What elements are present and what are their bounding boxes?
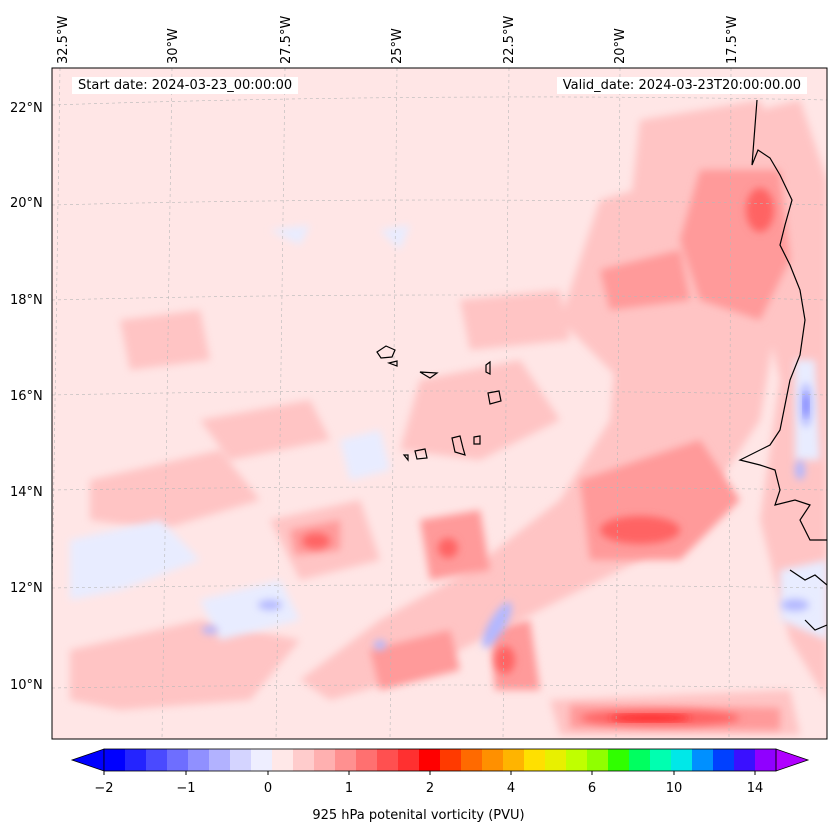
- colorbar-segments: [104, 749, 777, 771]
- field-light-red-regions: [70, 100, 827, 735]
- lon-label: 32.5°W: [56, 16, 71, 64]
- colorbar-tick-labels: −2 −1 0 1 2 4 6 10 14: [94, 781, 763, 796]
- field-strong-red-regions: [302, 188, 774, 726]
- colorbar-segment: [713, 749, 735, 771]
- colorbar-segment: [356, 749, 378, 771]
- valid-date-label: Valid_date: 2024-03-23T20:00:00.00: [556, 77, 807, 94]
- colorbar-segment: [209, 749, 231, 771]
- colorbar-segment: [524, 749, 546, 771]
- colorbar-segment: [104, 749, 126, 771]
- colorbar-tick-label: −2: [94, 781, 113, 796]
- colorbar-segment: [251, 749, 273, 771]
- lon-label: 22.5°W: [502, 16, 517, 64]
- colorbar-ticks: [103, 771, 756, 775]
- lat-label: 20°N: [10, 196, 43, 211]
- colorbar-segment: [272, 749, 294, 771]
- colorbar: −2 −1 0 1 2 4 6 10 14: [70, 748, 810, 796]
- colorbar-tick-label: −1: [176, 781, 195, 796]
- lat-label: 18°N: [10, 293, 43, 308]
- colorbar-under-arrow: [70, 748, 105, 772]
- lon-label: 27.5°W: [279, 16, 294, 64]
- colorbar-segment: [587, 749, 609, 771]
- colorbar-segment: [335, 749, 357, 771]
- colorbar-segment: [188, 749, 210, 771]
- colorbar-label: 925 hPa potenital vorticity (PVU): [312, 808, 525, 823]
- field-max-red-core: [610, 714, 690, 722]
- colorbar-segment: [146, 749, 168, 771]
- colorbar-segment: [482, 749, 504, 771]
- lon-label: 30°W: [166, 28, 181, 64]
- colorbar-segment: [125, 749, 147, 771]
- colorbar-frame: [103, 748, 777, 772]
- colorbar-segment: [314, 749, 336, 771]
- cape-verde-islands: [376, 345, 502, 462]
- colorbar-segment: [629, 749, 651, 771]
- colorbar-segment: [230, 749, 252, 771]
- coastline: [738, 99, 827, 631]
- colorbar-segment: [503, 749, 525, 771]
- colorbar-segment: [419, 749, 441, 771]
- field-strong-blue-core: [803, 393, 809, 417]
- colorbar-segment: [167, 749, 189, 771]
- colorbar-segment: [461, 749, 483, 771]
- field-light-blue-regions: [70, 225, 827, 640]
- colorbar-tick-label: 14: [747, 781, 764, 796]
- lat-label: 16°N: [10, 389, 43, 404]
- colorbar-tick-label: 2: [426, 781, 434, 796]
- colorbar-tick-label: 1: [345, 781, 353, 796]
- colorbar-tick-label: 0: [264, 781, 272, 796]
- lon-label: 25°W: [390, 28, 405, 64]
- lat-label: 12°N: [10, 581, 43, 596]
- lon-label: 17.5°W: [725, 16, 740, 64]
- map-frame: [51, 67, 828, 740]
- lat-label: 22°N: [10, 101, 43, 116]
- lat-label: 10°N: [10, 678, 43, 693]
- colorbar-segment: [440, 749, 462, 771]
- colorbar-segment: [377, 749, 399, 771]
- latitude-labels: 22°N 20°N 18°N 16°N 14°N 12°N 10°N: [10, 101, 43, 693]
- colorbar-tick-label: 10: [666, 781, 683, 796]
- colorbar-segment: [293, 749, 315, 771]
- colorbar-segment: [566, 749, 588, 771]
- colorbar-segment: [545, 749, 567, 771]
- colorbar-segment: [734, 749, 756, 771]
- colorbar-segment: [650, 749, 672, 771]
- lat-label: 14°N: [10, 485, 43, 500]
- start-date-label: Start date: 2024-03-23_00:00:00: [72, 77, 299, 94]
- colorbar-segment: [755, 749, 777, 771]
- colorbar-segment: [608, 749, 630, 771]
- colorbar-segment: [671, 749, 693, 771]
- colorbar-over-arrow: [775, 748, 810, 772]
- potential-vorticity-field: [52, 68, 827, 739]
- colorbar-segment: [692, 749, 714, 771]
- colorbar-tick-label: 6: [588, 781, 596, 796]
- colorbar-tick-label: 4: [507, 781, 515, 796]
- longitude-labels: 32.5°W 30°W 27.5°W 25°W 22.5°W 20°W 17.5…: [56, 16, 740, 64]
- gridlines: [52, 68, 827, 739]
- lon-label: 20°W: [613, 28, 628, 64]
- colorbar-segment: [398, 749, 420, 771]
